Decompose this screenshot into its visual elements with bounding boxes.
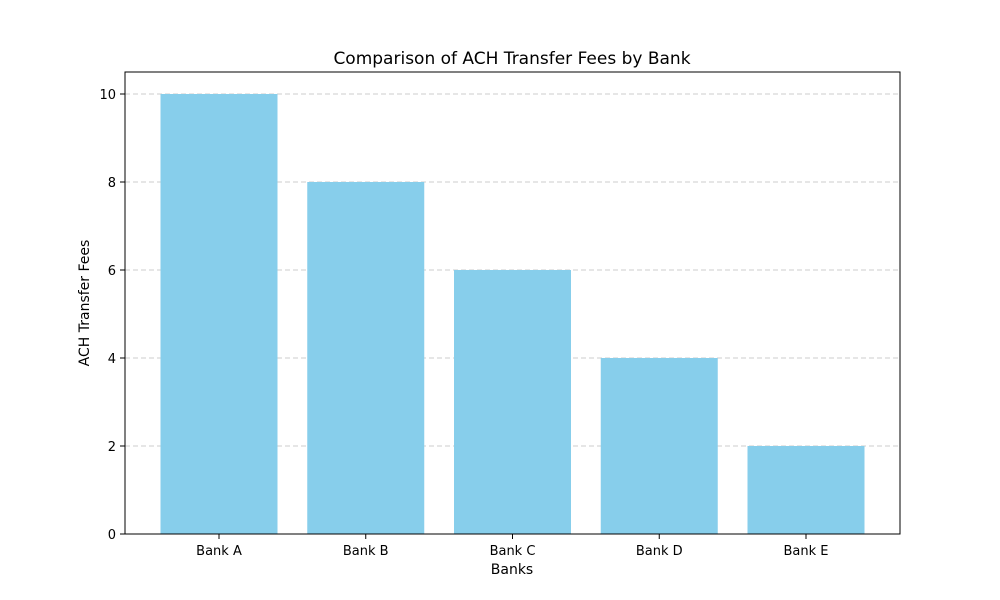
bar: [454, 270, 571, 534]
y-tick-label: 6: [108, 264, 116, 279]
y-axis-title: ACH Transfer Fees: [77, 240, 93, 367]
bars-layer: [160, 94, 865, 534]
x-tick-label: Bank C: [490, 544, 536, 559]
bar: [307, 182, 425, 534]
y-tick-label: 4: [108, 352, 116, 367]
bar: [747, 446, 865, 534]
y-tick-label: 0: [108, 528, 116, 543]
y-tick-label: 10: [99, 88, 116, 103]
x-axis-title: Banks: [491, 562, 533, 578]
x-tick-label: Bank E: [784, 544, 829, 559]
x-axis-ticks: Bank A Bank B Bank C Bank D Bank E: [196, 534, 829, 559]
y-tick-label: 8: [108, 176, 116, 191]
x-tick-label: Bank D: [636, 544, 683, 559]
y-axis-ticks: 0 2 4 6 8 10: [99, 88, 125, 543]
y-tick-label: 2: [108, 440, 116, 455]
chart-title: Comparison of ACH Transfer Fees by Bank: [333, 49, 690, 69]
x-tick-label: Bank A: [196, 544, 242, 559]
x-tick-label: Bank B: [343, 544, 389, 559]
bar: [160, 94, 278, 534]
bar: [600, 358, 718, 534]
